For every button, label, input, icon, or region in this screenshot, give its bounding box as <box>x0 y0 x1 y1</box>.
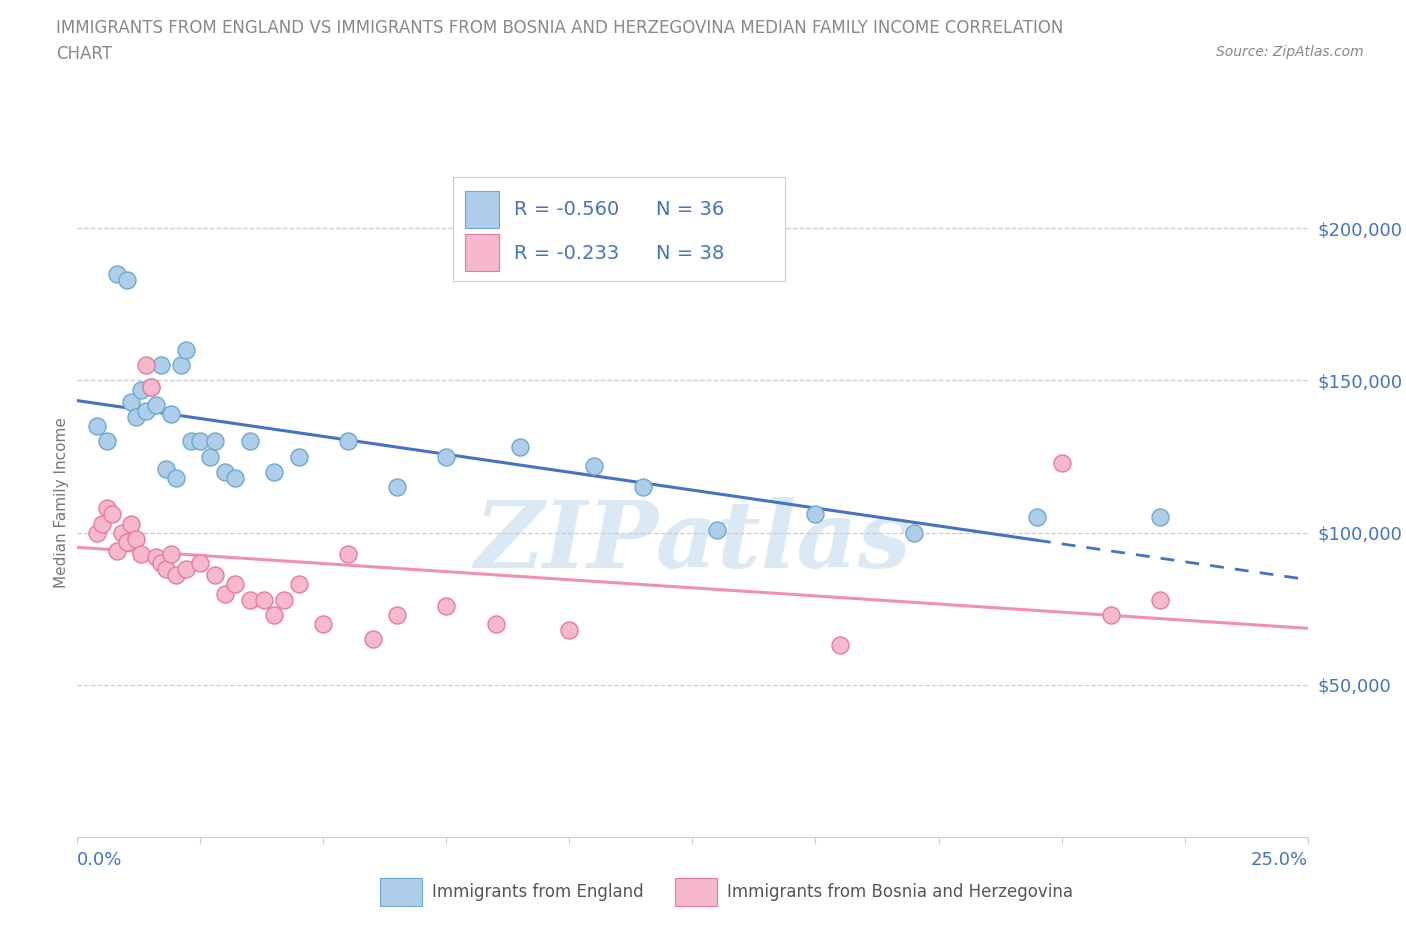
Point <box>804 507 827 522</box>
Text: CHART: CHART <box>56 45 112 62</box>
Point <box>150 358 173 373</box>
Point <box>125 531 148 546</box>
Point <box>188 434 212 449</box>
Point <box>312 617 335 631</box>
Point <box>204 434 226 449</box>
Point <box>96 501 118 516</box>
Point <box>105 267 128 282</box>
Text: Immigrants from Bosnia and Herzegovina: Immigrants from Bosnia and Herzegovina <box>727 883 1073 901</box>
Point <box>224 471 246 485</box>
Point <box>141 379 163 394</box>
Point <box>160 547 183 562</box>
Point <box>135 404 157 418</box>
Point <box>155 562 177 577</box>
Point <box>155 461 177 476</box>
Text: R = -0.560: R = -0.560 <box>515 200 619 219</box>
Point <box>165 471 187 485</box>
Point <box>129 382 153 397</box>
FancyBboxPatch shape <box>453 178 785 281</box>
Point <box>214 464 236 479</box>
Point <box>830 638 852 653</box>
Point <box>1149 510 1171 525</box>
Point <box>121 394 143 409</box>
Point <box>125 409 148 424</box>
Text: 25.0%: 25.0% <box>1250 851 1308 869</box>
Text: Source: ZipAtlas.com: Source: ZipAtlas.com <box>1216 45 1364 59</box>
Point <box>174 562 197 577</box>
FancyBboxPatch shape <box>465 191 499 228</box>
Point <box>485 617 508 631</box>
Point <box>200 449 222 464</box>
Point <box>903 525 925 540</box>
Point <box>141 379 163 394</box>
Point <box>160 406 183 421</box>
Point <box>101 507 124 522</box>
Point <box>135 358 157 373</box>
Point <box>150 555 173 570</box>
Text: Immigrants from England: Immigrants from England <box>432 883 644 901</box>
Point <box>288 449 311 464</box>
Point <box>129 547 153 562</box>
Point <box>385 480 409 495</box>
Point <box>436 449 458 464</box>
Point <box>90 516 114 531</box>
Point <box>86 418 108 433</box>
Text: IMMIGRANTS FROM ENGLAND VS IMMIGRANTS FROM BOSNIA AND HERZEGOVINA MEDIAN FAMILY : IMMIGRANTS FROM ENGLAND VS IMMIGRANTS FR… <box>56 19 1063 36</box>
Point <box>361 631 384 646</box>
Point <box>633 480 655 495</box>
Point <box>1050 455 1073 470</box>
Point <box>263 607 285 622</box>
Point <box>583 458 606 473</box>
Point <box>214 586 236 601</box>
Point <box>204 568 226 583</box>
Text: ZIPatlas: ZIPatlas <box>474 498 911 588</box>
Point <box>253 592 276 607</box>
Point <box>1149 592 1171 607</box>
Point <box>1026 510 1049 525</box>
Point <box>436 598 458 613</box>
Point <box>1099 607 1122 622</box>
Point <box>337 434 360 449</box>
Text: N = 36: N = 36 <box>655 200 724 219</box>
Point <box>273 592 295 607</box>
Point <box>558 622 581 637</box>
Point <box>180 434 202 449</box>
Point <box>509 440 531 455</box>
Point <box>224 577 246 591</box>
Point <box>263 464 285 479</box>
Point <box>96 434 118 449</box>
Point <box>145 397 167 412</box>
Point <box>165 568 187 583</box>
FancyBboxPatch shape <box>465 234 499 272</box>
Point <box>105 543 128 558</box>
Point <box>111 525 132 540</box>
Text: R = -0.233: R = -0.233 <box>515 244 619 262</box>
Point <box>121 516 143 531</box>
Text: N = 38: N = 38 <box>655 244 724 262</box>
Point <box>239 434 262 449</box>
Y-axis label: Median Family Income: Median Family Income <box>53 417 69 588</box>
Point <box>385 607 409 622</box>
Point <box>188 555 212 570</box>
Point <box>337 547 360 562</box>
Point <box>86 525 108 540</box>
Point <box>170 358 193 373</box>
Point <box>115 535 138 550</box>
Point <box>115 272 138 287</box>
Point <box>145 550 167 565</box>
Point <box>288 577 311 591</box>
Point <box>706 522 728 537</box>
Point <box>239 592 262 607</box>
Text: 0.0%: 0.0% <box>77 851 122 869</box>
Point <box>174 342 197 357</box>
